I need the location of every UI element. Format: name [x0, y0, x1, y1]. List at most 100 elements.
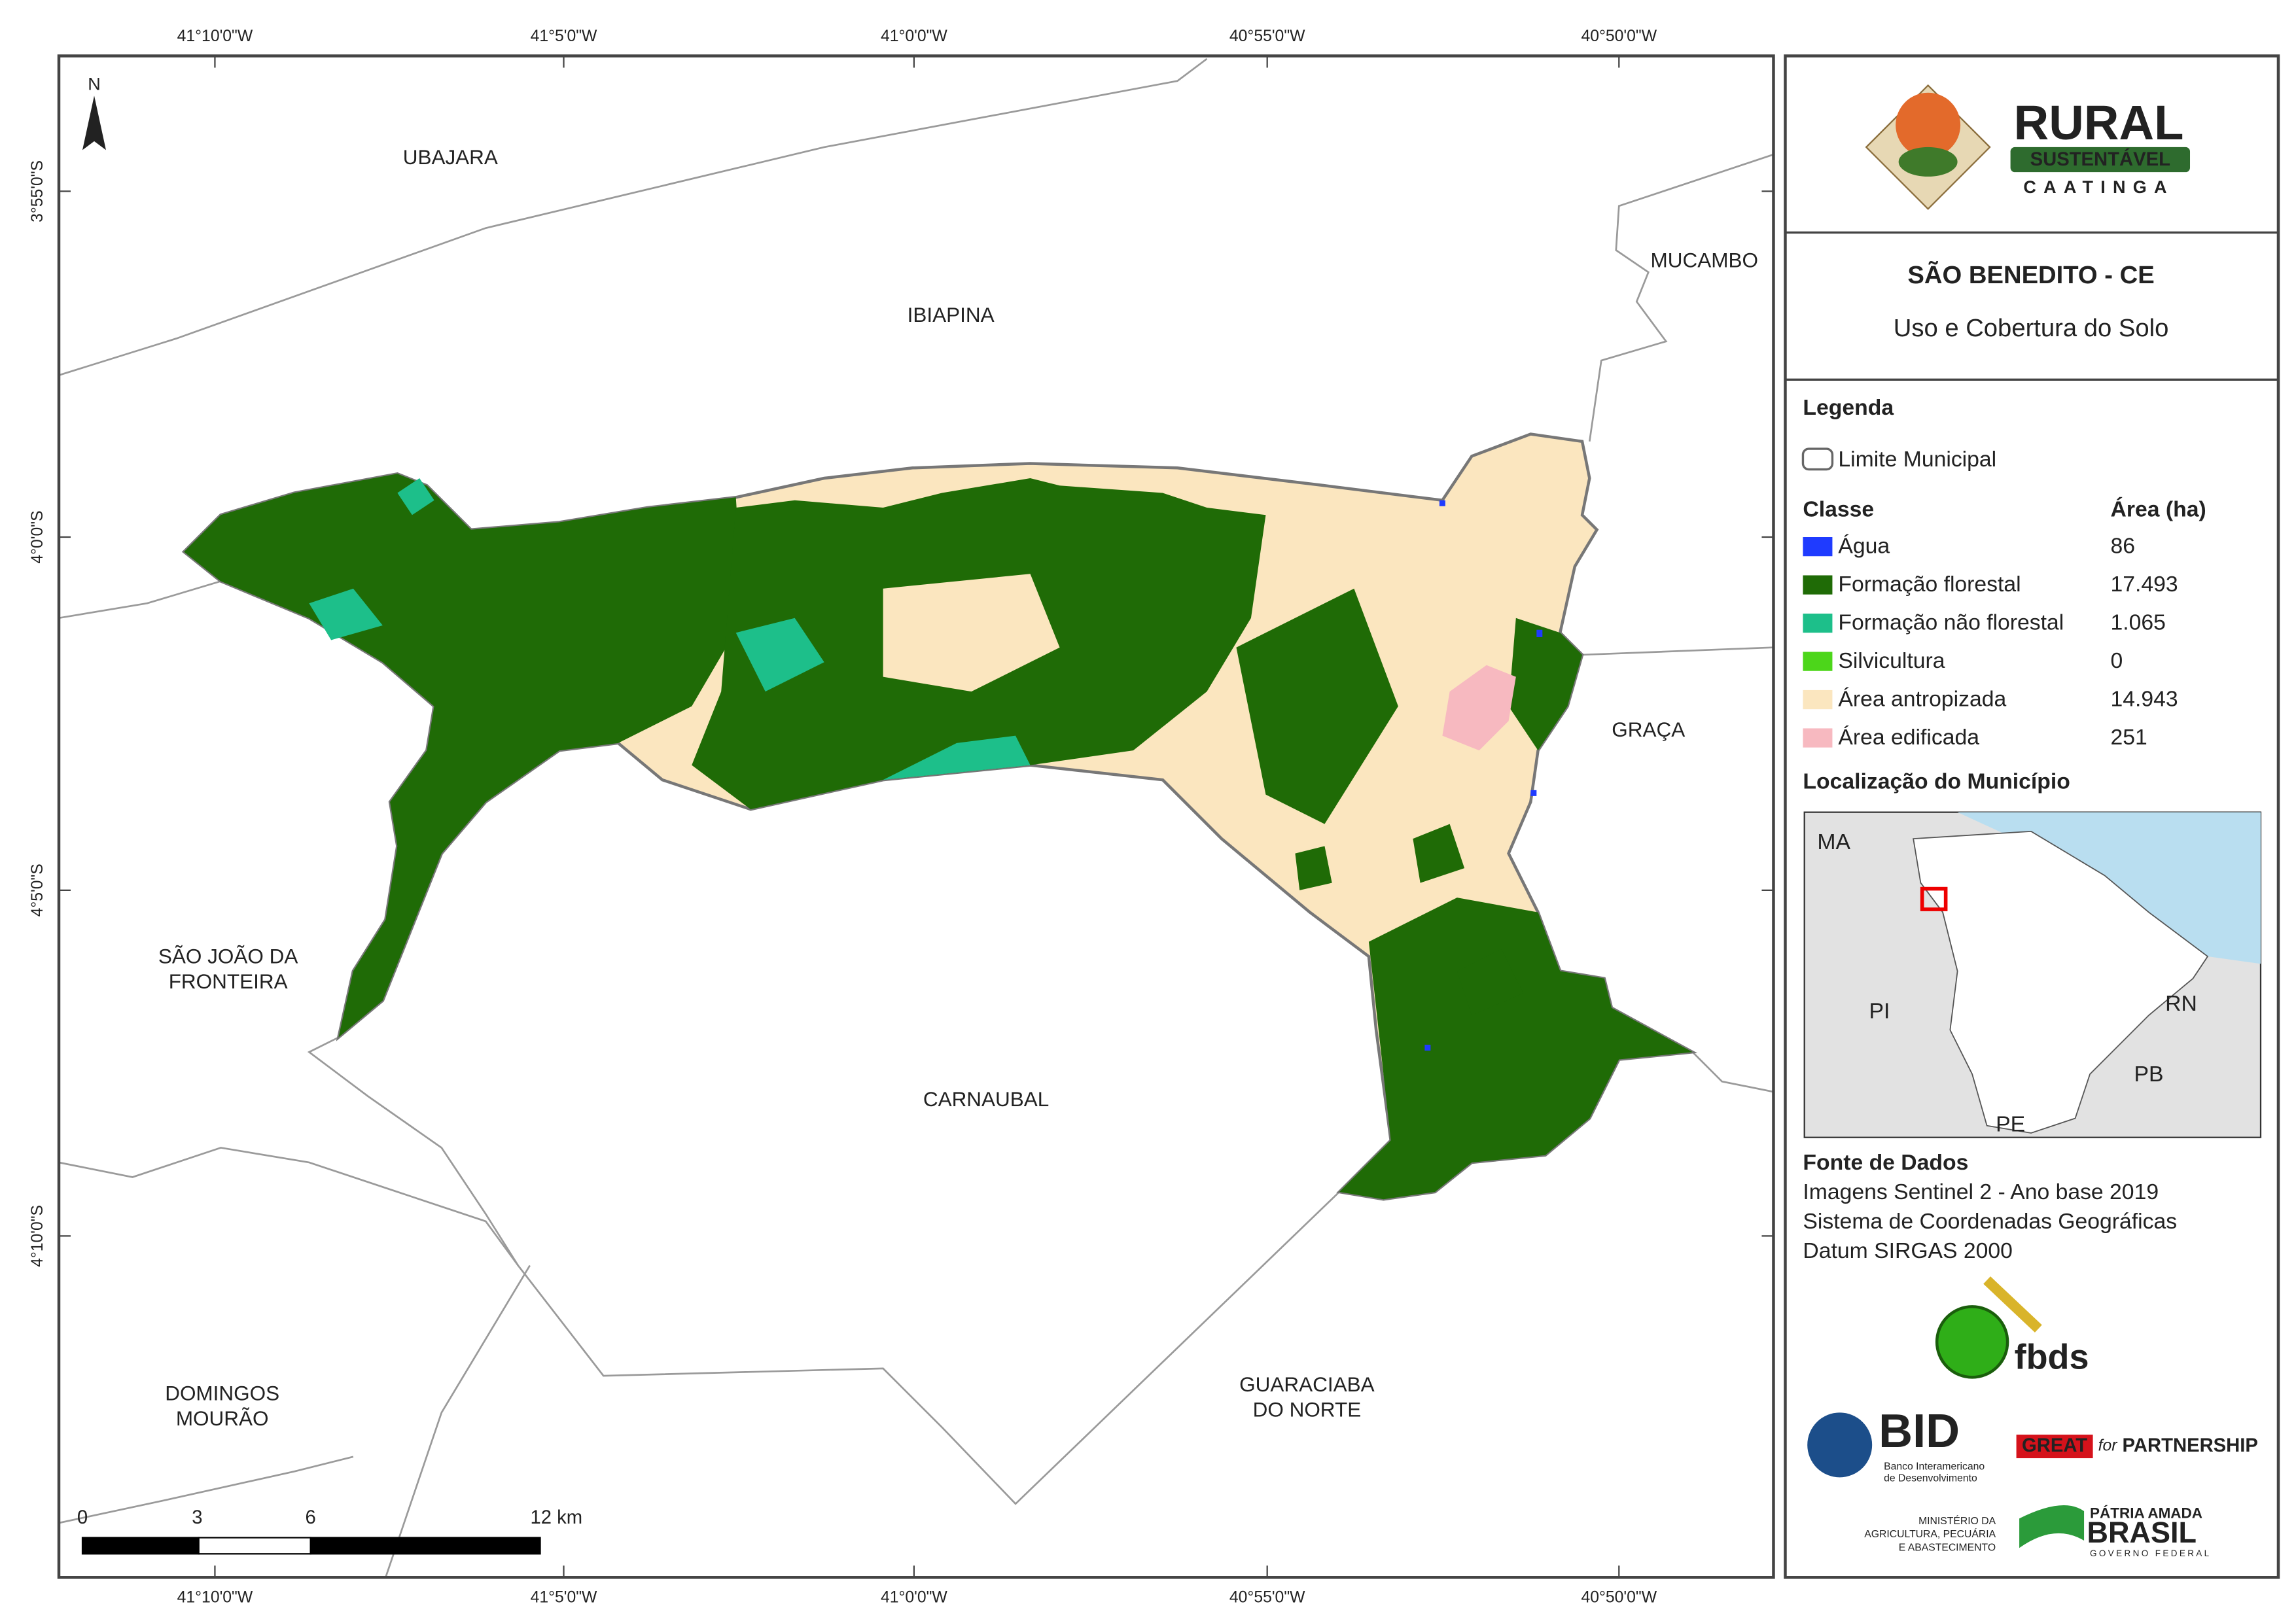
brasil-label: BRASIL: [2087, 1516, 2197, 1549]
boundary-line: [1691, 1051, 1774, 1093]
legend-label: Formação florestal: [1838, 572, 2021, 597]
north-label: N: [88, 75, 101, 94]
logo-subtitle: SUSTENTÁVEL: [2030, 148, 2170, 170]
scale-label: 12 km: [530, 1507, 582, 1528]
legend-swatch: [1803, 689, 1833, 710]
grid-label: 41°10'0"W: [177, 27, 253, 45]
legend-swatch: [1803, 575, 1833, 595]
water-patch: [1530, 790, 1537, 796]
logo-region: CAATINGA: [2023, 177, 2174, 197]
inset-state: [1913, 830, 2209, 1134]
place-label: FRONTEIRA: [169, 969, 288, 993]
inset-label: RN: [2165, 991, 2197, 1016]
forest-patch: [1339, 898, 1693, 1200]
brasil-top: PÁTRIA AMADA: [2090, 1505, 2202, 1521]
inset-label: MA: [1817, 829, 1850, 854]
legend-label: Área edificada: [1838, 725, 1979, 750]
water-patch: [1536, 629, 1543, 637]
legend-label: Formação não florestal: [1838, 610, 2064, 635]
grid-label: 41°5'0"W: [531, 27, 597, 45]
panel-title: SÃO BENEDITO - CE: [1907, 260, 2154, 289]
boundary-line: [59, 58, 1208, 376]
legend-value: 251: [2111, 725, 2147, 750]
scale-label: 3: [192, 1507, 202, 1528]
legend-label: Área antropizada: [1838, 687, 2006, 712]
bid-name: de Desenvolvimento: [1884, 1473, 1977, 1484]
boundary-line: [385, 1265, 531, 1578]
grid-label: 40°55'0"W: [1229, 27, 1305, 45]
legend-heading: Área (ha): [2111, 497, 2206, 521]
scale-label: 6: [306, 1507, 316, 1528]
grid-label: 40°50'0"W: [1581, 27, 1657, 45]
location-heading: Localização do Município: [1803, 769, 2070, 794]
built-area: [1442, 665, 1516, 751]
inset-label: PI: [1869, 998, 1890, 1023]
grid-label: 41°5'0"W: [531, 1588, 597, 1606]
water-patches: [1424, 500, 1543, 1051]
bid-logo: [1807, 1412, 1873, 1478]
great-box: [2016, 1435, 2093, 1459]
great-partnership: PARTNERSHIP: [2123, 1435, 2258, 1456]
place-label: IBIAPINA: [908, 303, 995, 326]
water-patch: [1439, 500, 1445, 506]
grid-label: 40°50'0"W: [1581, 1588, 1657, 1606]
boundary-line: [1588, 153, 1774, 442]
grid-label: 4°10'0"S: [29, 1205, 46, 1267]
legend-label: Água: [1838, 534, 1890, 559]
sources-line: Imagens Sentinel 2 - Ano base 2019: [1803, 1179, 2159, 1204]
grid-label: 41°10'0"W: [177, 1588, 253, 1606]
water-patch: [1424, 1045, 1431, 1051]
logo-tree: [1898, 147, 1958, 177]
scale-segment: [198, 1537, 311, 1555]
sources-line: Datum SIRGAS 2000: [1803, 1238, 2012, 1263]
legend-swatch: [1803, 613, 1833, 633]
legend-value: 17.493: [2111, 572, 2178, 597]
inset-label: PE: [1996, 1112, 2025, 1137]
bid-name: Banco Interamericano: [1884, 1461, 1985, 1473]
legend-heading: Classe: [1803, 497, 1874, 521]
place-label: UBAJARA: [403, 145, 498, 169]
map-content: [59, 58, 1774, 1578]
great-label: GREAT: [2022, 1435, 2087, 1456]
bid-label: BID: [1879, 1405, 1960, 1457]
inset-ocean: [1957, 812, 2261, 964]
fbds-label: fbds: [2015, 1338, 2089, 1377]
great-for: for: [2098, 1437, 2119, 1455]
forest-patch: [1508, 618, 1583, 751]
place-label: GRAÇA: [1612, 718, 1685, 741]
place-label: MUCAMBO: [1651, 249, 1758, 272]
place-label: SÃO JOÃO DA: [158, 945, 298, 968]
scale-segment: [81, 1537, 200, 1555]
fbds-mark: [1983, 1276, 2042, 1333]
legend-label: Limite Municipal: [1838, 447, 1996, 472]
grid-label: 3°55'0"S: [29, 160, 46, 222]
boundary-line: [59, 1456, 354, 1524]
legend-heading: Legenda: [1803, 395, 1894, 420]
panel: [1784, 54, 2280, 1579]
non-forest-patch: [309, 478, 434, 640]
non-forest-patch: [735, 618, 1031, 780]
inset-label: PB: [2134, 1062, 2164, 1087]
forest-patch: [1295, 824, 1524, 1016]
map-frame-group: [57, 54, 1775, 1579]
ministry-line: E ABASTECIMENTO: [1899, 1542, 1996, 1553]
scale-label: 0: [77, 1507, 88, 1528]
place-label: CARNAUBAL: [923, 1087, 1049, 1111]
legend-value: 1.065: [2111, 610, 2166, 635]
grid-label: 41°0'0"W: [881, 1588, 947, 1606]
legend-value: 86: [2111, 534, 2136, 559]
north-arrow: [82, 96, 106, 150]
boundary-line: [59, 1147, 519, 1266]
legend-label: Silvicultura: [1838, 648, 1945, 673]
clearing: [883, 574, 1060, 692]
logo-band: [2010, 147, 2191, 173]
sources-heading: Fonte de Dados: [1803, 1150, 1968, 1175]
place-label: DOMINGOS: [165, 1382, 279, 1405]
ministry-line: MINISTÉRIO DA: [1918, 1514, 1996, 1527]
brasil-logo: [2019, 1505, 2085, 1548]
grid-label: 40°55'0"W: [1229, 1588, 1305, 1606]
neighbour-boundaries: [59, 58, 1774, 1578]
place-label: MOURÃO: [176, 1406, 269, 1430]
